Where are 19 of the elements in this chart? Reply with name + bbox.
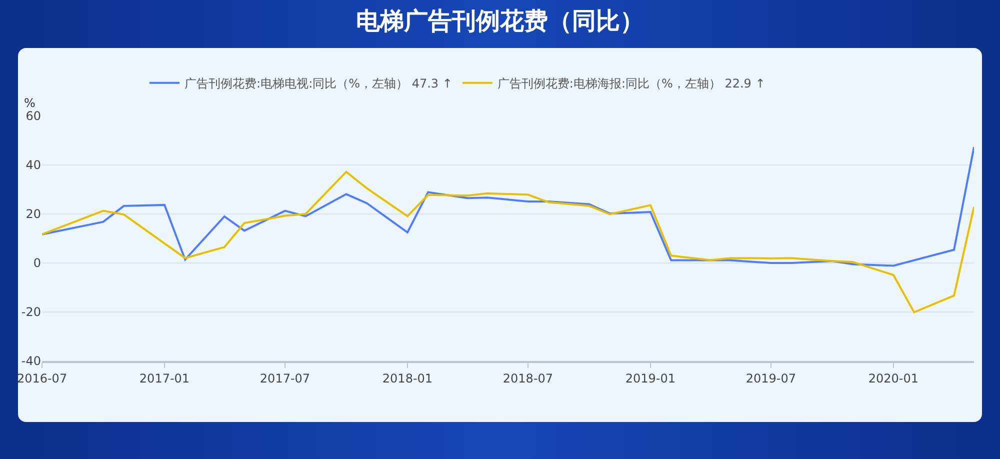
y-tick-label: -20 (21, 305, 41, 320)
y-tick-label: 40 (26, 158, 41, 172)
x-tick-label: 2018-07 (502, 371, 554, 386)
line-series (42, 146, 974, 267)
x-tick-label: 2017-01 (139, 371, 190, 386)
x-tick-label: 2019-01 (625, 371, 676, 386)
x-tick-label: 2019-07 (746, 371, 796, 386)
x-tick-label: 2020-01 (868, 371, 919, 386)
y-axis-title: % (24, 96, 36, 110)
x-tick-label: 2017-07 (260, 371, 310, 386)
y-tick-label: 60 (26, 109, 41, 124)
line-series (42, 170, 974, 314)
y-tick-label: 0 (33, 256, 41, 270)
chart-title: 电梯广告刊例花费（同比） (356, 7, 644, 36)
legend-label: 广告刊例花费:电梯海报:同比（%，左轴） 22.9 ↑ (497, 76, 766, 91)
y-tick-label: 20 (26, 207, 41, 222)
legend-label: 广告刊例花费:电梯电视:同比（%，左轴） 47.3 ↑ (184, 76, 452, 91)
x-tick-label: 2018-01 (382, 371, 433, 386)
y-tick-label: -40 (21, 354, 41, 368)
